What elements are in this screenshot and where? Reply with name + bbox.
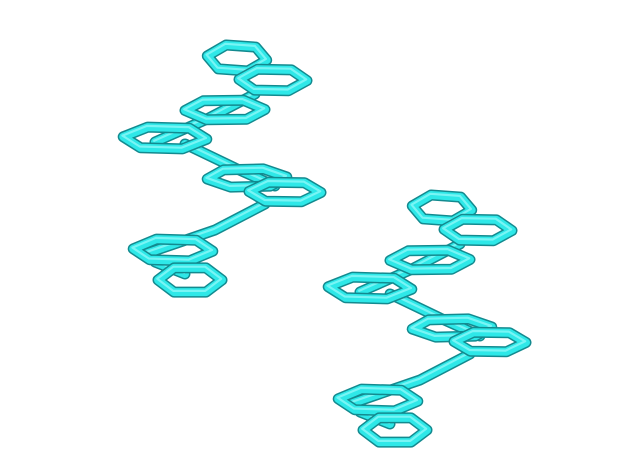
right-ring-7-highlight [336, 386, 419, 411]
helicene-left-molecule [117, 39, 327, 298]
left-ring-8-highlight [156, 265, 223, 292]
right-ring-8-highlight [361, 415, 428, 442]
right-ring-3-highlight [388, 247, 471, 270]
left-ring-2-highlight [237, 66, 308, 91]
left-ring-3-highlight [183, 97, 266, 120]
helicene-right-molecule [322, 189, 532, 448]
right-helix-bond-3-body [346, 350, 474, 408]
right-ring-4-highlight [326, 274, 413, 299]
left-ring-4-highlight [121, 124, 208, 149]
right-ring-2-highlight [442, 216, 513, 241]
left-helix-bond-3-body [141, 200, 269, 258]
right-ring-6-highlight [452, 329, 527, 352]
left-ring-7-highlight [131, 236, 214, 261]
left-ring-6-highlight [247, 179, 322, 202]
